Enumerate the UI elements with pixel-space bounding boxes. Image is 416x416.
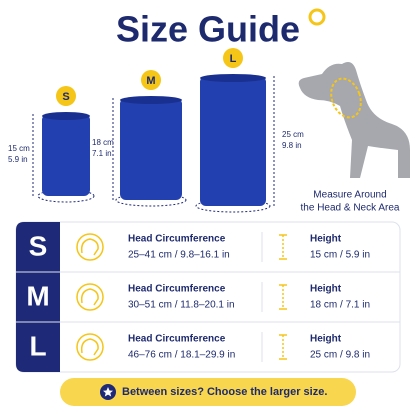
height-title: Height xyxy=(310,234,342,245)
sleeve xyxy=(120,98,182,200)
head-icon xyxy=(76,333,104,361)
size-badge xyxy=(141,70,161,90)
head-value: 25–41 cm / 9.8–16.1 in xyxy=(128,250,230,261)
footer-pill xyxy=(60,378,356,406)
head-icon-shape xyxy=(80,238,99,256)
height-cm: 25 cm xyxy=(282,130,304,139)
height-value: 25 cm / 9.8 in xyxy=(310,350,370,361)
head-icon-shape xyxy=(80,288,99,306)
size-badge xyxy=(223,48,243,68)
head-icon xyxy=(76,283,104,311)
footer-text: Between sizes? Choose the larger size. xyxy=(122,386,327,398)
size-badge-label: M xyxy=(146,75,155,87)
measure-note: the Head & Neck Area xyxy=(301,203,400,214)
head-icon xyxy=(76,233,104,261)
head-icon-shape xyxy=(80,338,99,356)
sleeve-top xyxy=(120,96,182,104)
title-ring xyxy=(308,8,326,26)
title: Size Guide xyxy=(116,9,300,50)
star xyxy=(103,387,113,397)
sleeve xyxy=(42,114,90,196)
measure-note: Measure Around xyxy=(313,190,386,201)
size-badge-label: L xyxy=(230,53,237,65)
height-cm: 18 cm xyxy=(92,138,114,147)
row-size: M xyxy=(26,280,49,311)
dog-silhouette xyxy=(298,62,410,178)
height-in: 7.1 in xyxy=(92,149,112,158)
height-title: Height xyxy=(310,284,342,295)
sleeve-top xyxy=(200,74,266,82)
size-badge xyxy=(56,86,76,106)
height-cm: 15 cm xyxy=(8,144,30,153)
height-value: 15 cm / 5.9 in xyxy=(310,250,370,261)
sleeve xyxy=(200,76,266,206)
size-badge-label: S xyxy=(62,91,69,103)
height-title: Height xyxy=(310,334,342,345)
height-in: 9.8 in xyxy=(282,141,302,150)
row-size: L xyxy=(29,330,46,361)
row-size: S xyxy=(29,230,48,261)
sleeve-outline xyxy=(195,199,271,213)
height-in: 5.9 in xyxy=(8,155,28,164)
head-title: Head Circumference xyxy=(128,234,226,245)
head-value: 30–51 cm / 11.8–20.1 in xyxy=(128,300,235,311)
neck-ring xyxy=(330,77,362,119)
height-value: 18 cm / 7.1 in xyxy=(310,300,370,311)
sleeve-top xyxy=(42,112,90,120)
head-title: Head Circumference xyxy=(128,334,226,345)
head-value: 46–76 cm / 18.1–29.9 in xyxy=(128,350,235,361)
size-column xyxy=(16,222,60,372)
head-title: Head Circumference xyxy=(128,284,226,295)
